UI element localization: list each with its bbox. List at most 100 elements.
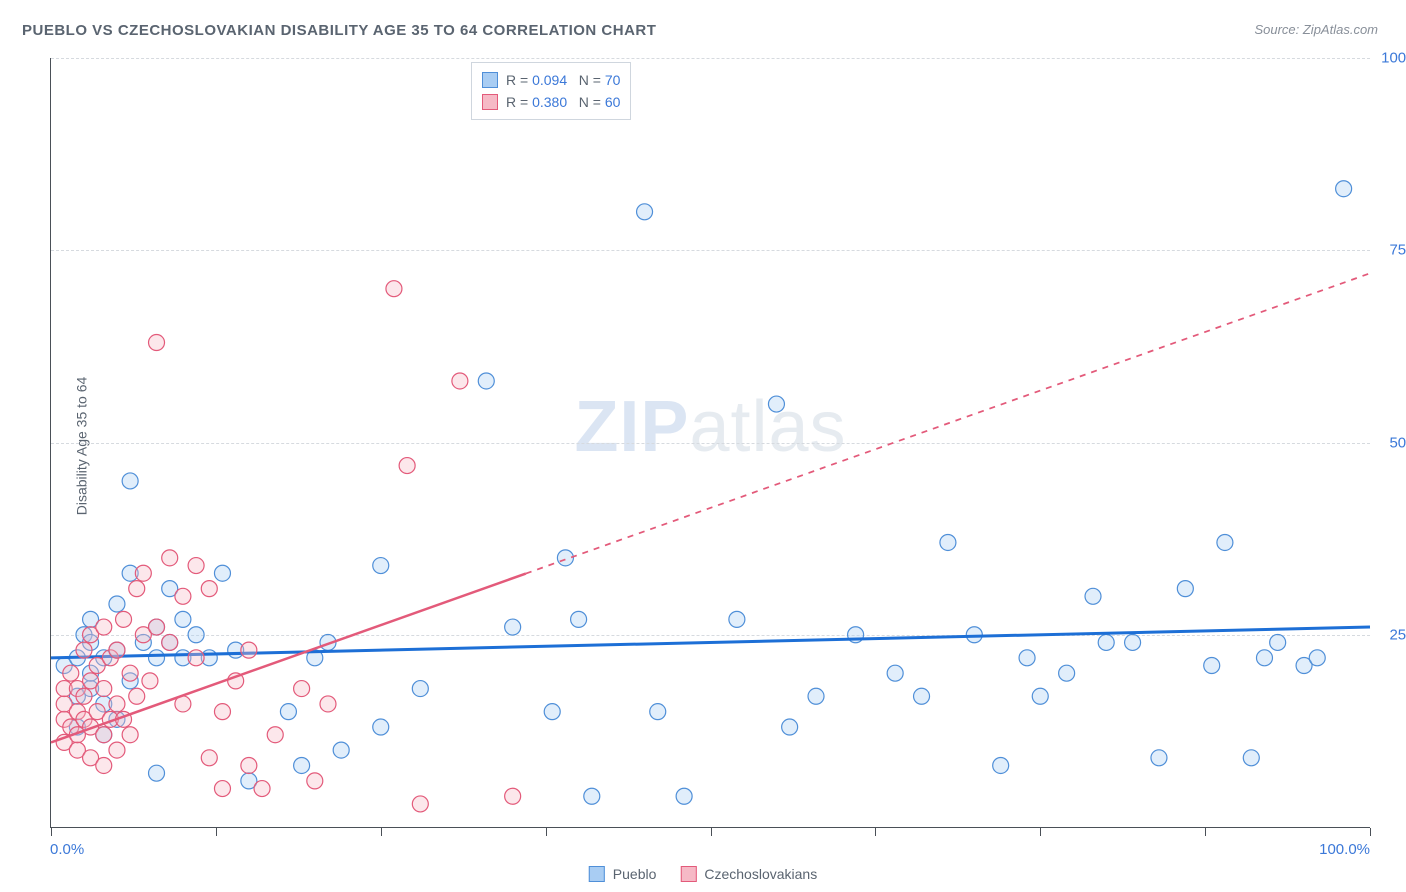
data-point (1204, 658, 1220, 674)
data-point (162, 634, 178, 650)
data-point (214, 704, 230, 720)
data-point (129, 581, 145, 597)
y-tick-label: 50.0% (1389, 434, 1406, 451)
legend-stat-text: R = 0.380 N = 60 (506, 91, 620, 113)
data-point (267, 727, 283, 743)
legend-item: Pueblo (589, 866, 657, 882)
data-point (76, 688, 92, 704)
data-point (129, 688, 145, 704)
data-point (142, 673, 158, 689)
data-point (505, 619, 521, 635)
data-point (96, 681, 112, 697)
data-point (478, 373, 494, 389)
data-point (940, 534, 956, 550)
data-point (1256, 650, 1272, 666)
legend-item: Czechoslovakians (680, 866, 817, 882)
data-point (412, 681, 428, 697)
y-tick-label: 100.0% (1381, 50, 1406, 67)
legend-stat-row: R = 0.094 N = 70 (482, 69, 620, 91)
data-point (1309, 650, 1325, 666)
x-tick (1205, 828, 1206, 836)
data-point (412, 796, 428, 812)
data-point (1059, 665, 1075, 681)
data-point (135, 565, 151, 581)
scatter-plot-svg (51, 58, 1370, 827)
data-point (729, 611, 745, 627)
x-tick (875, 828, 876, 836)
y-tick-label: 25.0% (1389, 626, 1406, 643)
legend-swatch (482, 94, 498, 110)
data-point (544, 704, 560, 720)
data-point (96, 727, 112, 743)
x-tick (1040, 828, 1041, 836)
data-point (96, 619, 112, 635)
data-point (782, 719, 798, 735)
data-point (188, 650, 204, 666)
data-point (1177, 581, 1193, 597)
data-point (1085, 588, 1101, 604)
data-point (1217, 534, 1233, 550)
legend-stat-row: R = 0.380 N = 60 (482, 91, 620, 113)
data-point (175, 588, 191, 604)
x-tick (216, 828, 217, 836)
data-point (808, 688, 824, 704)
data-point (676, 788, 692, 804)
data-point (294, 757, 310, 773)
trend-line-dashed (526, 273, 1370, 573)
data-point (122, 473, 138, 489)
data-point (993, 757, 1009, 773)
data-point (63, 665, 79, 681)
legend-swatch (482, 72, 498, 88)
x-tick (711, 828, 712, 836)
data-point (505, 788, 521, 804)
data-point (175, 611, 191, 627)
data-point (333, 742, 349, 758)
data-point (914, 688, 930, 704)
data-point (96, 757, 112, 773)
data-point (241, 757, 257, 773)
data-point (188, 558, 204, 574)
data-point (122, 665, 138, 681)
data-point (294, 681, 310, 697)
legend-swatch (589, 866, 605, 882)
data-point (320, 696, 336, 712)
data-point (650, 704, 666, 720)
x-tick (546, 828, 547, 836)
data-point (76, 642, 92, 658)
data-point (386, 281, 402, 297)
data-point (571, 611, 587, 627)
data-point (109, 642, 125, 658)
source-attribution: Source: ZipAtlas.com (1254, 22, 1378, 37)
data-point (109, 596, 125, 612)
data-point (201, 581, 217, 597)
x-tick (51, 828, 52, 836)
correlation-legend: R = 0.094 N = 70R = 0.380 N = 60 (471, 62, 631, 120)
data-point (584, 788, 600, 804)
data-point (452, 373, 468, 389)
data-point (768, 396, 784, 412)
legend-label: Pueblo (613, 866, 657, 882)
data-point (149, 619, 165, 635)
data-point (122, 727, 138, 743)
data-point (1270, 634, 1286, 650)
data-point (149, 335, 165, 351)
data-point (307, 773, 323, 789)
data-point (109, 742, 125, 758)
data-point (1125, 634, 1141, 650)
data-point (149, 650, 165, 666)
chart-container: PUEBLO VS CZECHOSLOVAKIAN DISABILITY AGE… (0, 0, 1406, 892)
data-point (1098, 634, 1114, 650)
data-point (109, 696, 125, 712)
x-tick (381, 828, 382, 836)
plot-area: ZIPatlas R = 0.094 N = 70R = 0.380 N = 6… (50, 58, 1370, 828)
chart-title: PUEBLO VS CZECHOSLOVAKIAN DISABILITY AGE… (22, 22, 656, 39)
x-tick (1370, 828, 1371, 836)
data-point (241, 642, 257, 658)
data-point (149, 765, 165, 781)
data-point (373, 558, 389, 574)
data-point (1336, 181, 1352, 197)
data-point (116, 611, 132, 627)
data-point (214, 565, 230, 581)
x-axis-min-label: 0.0% (50, 841, 84, 858)
data-point (254, 781, 270, 797)
